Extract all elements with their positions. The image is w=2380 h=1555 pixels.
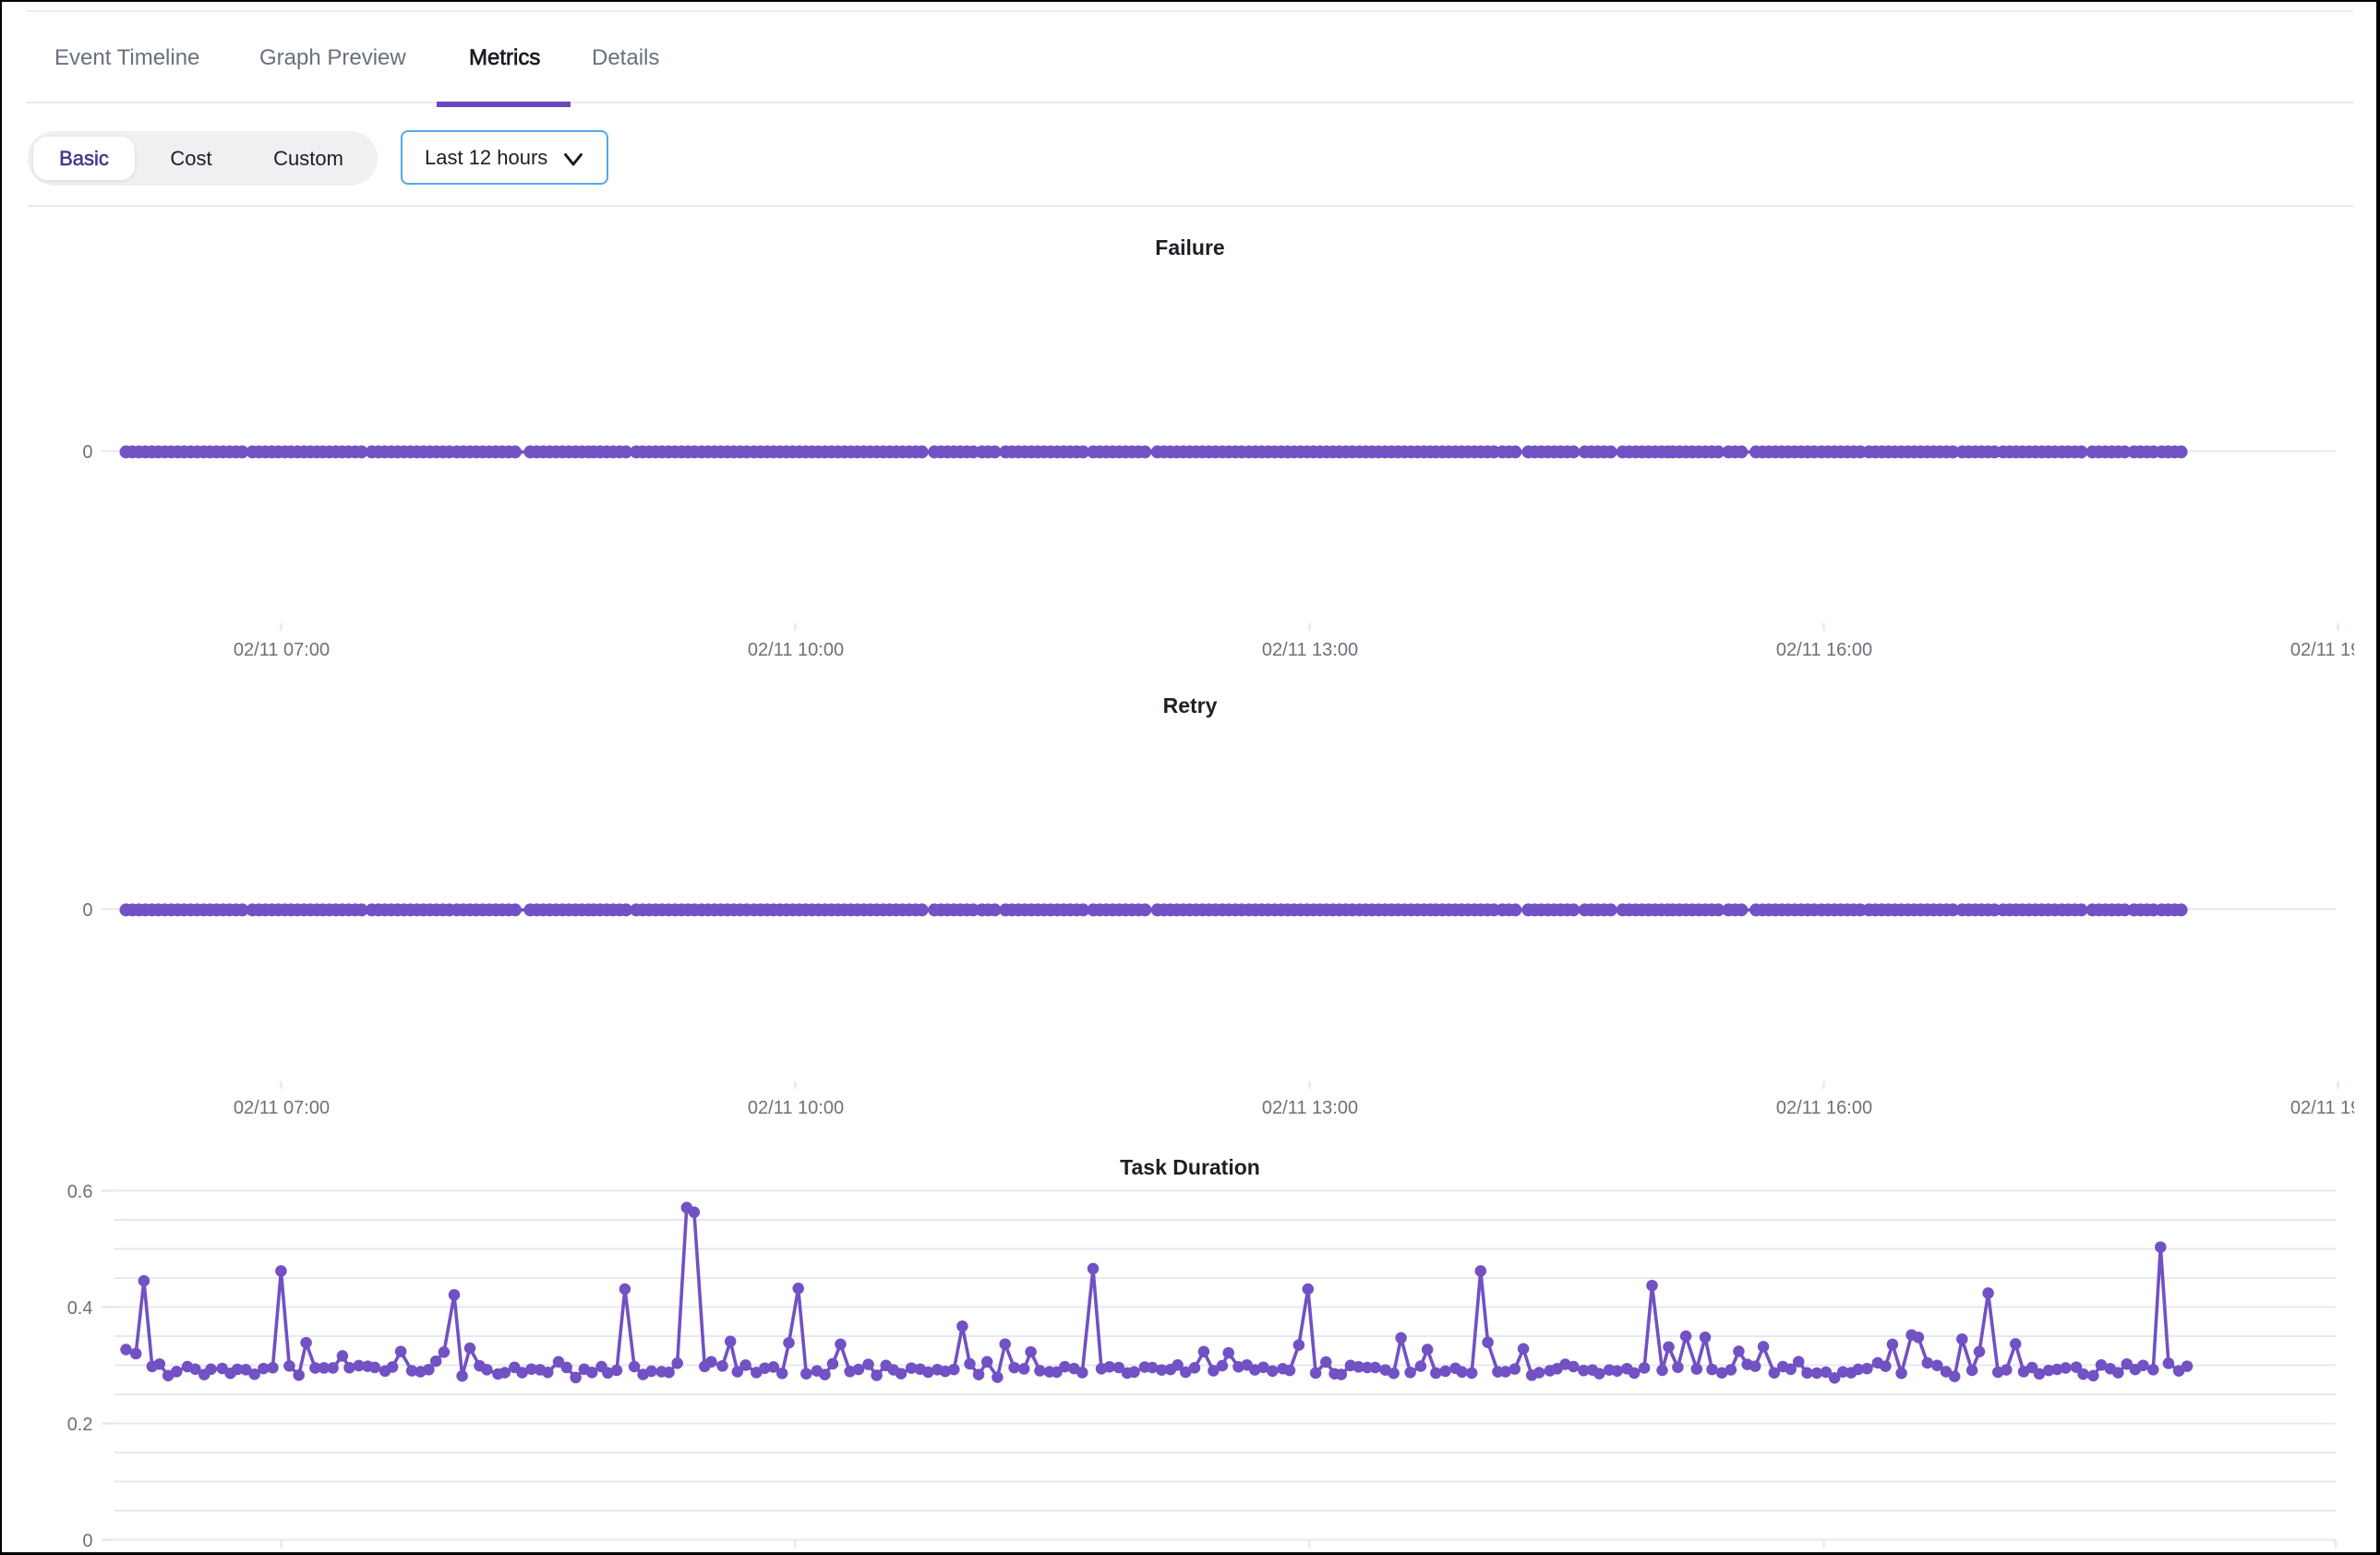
- svg-text:Task Duration: Task Duration: [1120, 1155, 1260, 1179]
- svg-text:02/11 07:00: 02/11 07:00: [234, 1098, 330, 1118]
- svg-text:02/11 13:00: 02/11 13:00: [1262, 1098, 1358, 1118]
- svg-text:02/11 16:00: 02/11 16:00: [1776, 1098, 1872, 1118]
- svg-text:02/11 19:00: 02/11 19:00: [2290, 1098, 2354, 1118]
- svg-text:0: 0: [82, 900, 92, 921]
- svg-text:0.6: 0.6: [67, 1182, 93, 1202]
- svg-text:02/11 07:00: 02/11 07:00: [234, 640, 330, 660]
- svg-text:0.4: 0.4: [67, 1298, 93, 1319]
- svg-text:0: 0: [82, 442, 92, 463]
- svg-text:02/11 16:00: 02/11 16:00: [1776, 640, 1872, 660]
- svg-text:02/11 13:00: 02/11 13:00: [1262, 640, 1358, 660]
- svg-text:02/11 10:00: 02/11 10:00: [748, 1098, 844, 1118]
- svg-text:0: 0: [82, 1531, 92, 1551]
- svg-text:Failure: Failure: [1155, 235, 1224, 259]
- svg-text:Retry: Retry: [1163, 693, 1218, 717]
- svg-text:02/11 19:00: 02/11 19:00: [2290, 640, 2354, 660]
- svg-text:02/11 10:00: 02/11 10:00: [748, 640, 844, 660]
- svg-text:0.2: 0.2: [67, 1415, 93, 1435]
